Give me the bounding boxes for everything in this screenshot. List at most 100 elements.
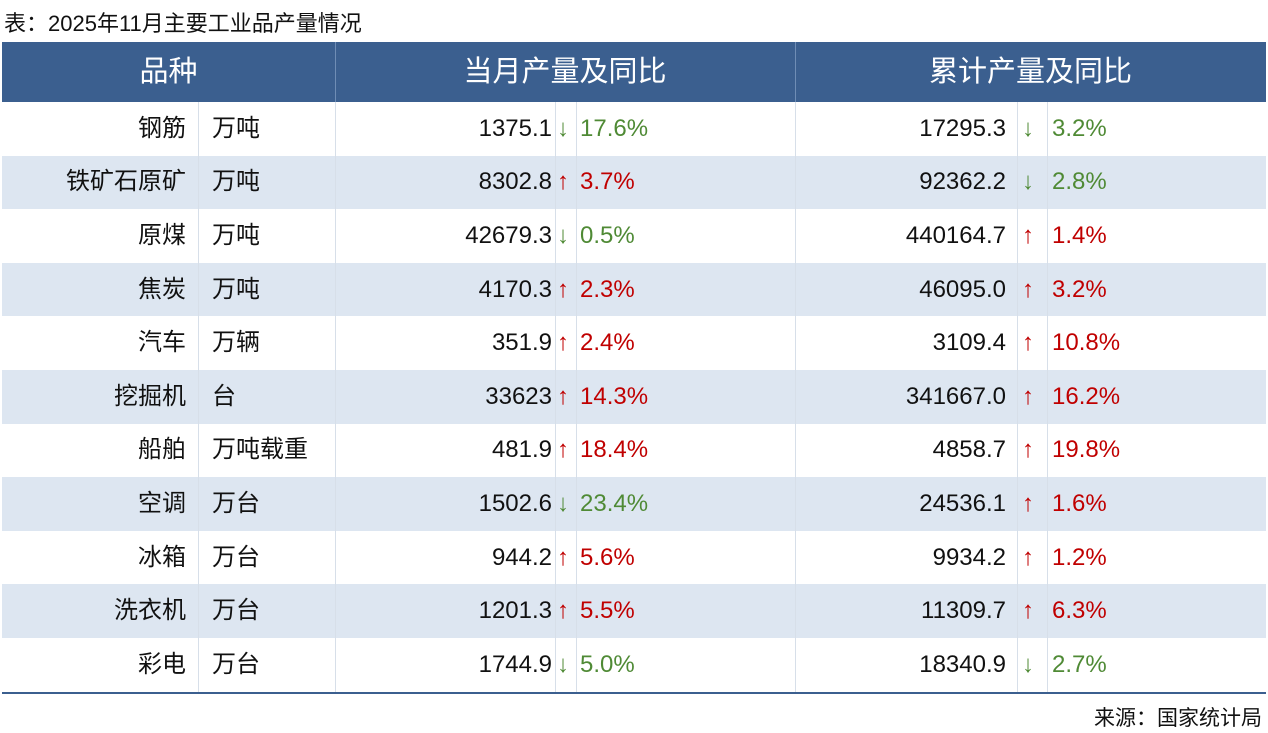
output-value: 11309.7 — [921, 597, 1006, 625]
output-value: 351.9 — [491, 329, 552, 357]
trend-arrow: ↑ — [1022, 597, 1034, 625]
yoy-change: 16.2% — [1052, 382, 1121, 410]
cell-divider — [555, 155, 556, 210]
footer-rule — [2, 691, 1266, 694]
output-value: 18340.9 — [919, 650, 1006, 678]
cell-divider — [795, 638, 796, 692]
trend-arrow: ↑ — [1022, 222, 1034, 249]
cell-divider — [1017, 477, 1018, 531]
trend-arrow: ↑ — [1022, 436, 1034, 464]
item-unit: 万辆 — [212, 329, 260, 357]
cell-divider — [335, 102, 336, 156]
cell-divider — [335, 155, 336, 210]
item-name: 船舶 — [138, 436, 186, 464]
trend-arrow: ↑ — [557, 275, 569, 303]
row-bg — [2, 584, 1266, 638]
yoy-change: 1.6% — [1052, 490, 1107, 517]
yoy-change: 17.6% — [580, 114, 649, 142]
cell-divider — [555, 209, 556, 263]
output-value: 1744.9 — [478, 650, 552, 678]
item-name: 原煤 — [138, 222, 186, 249]
cell-divider — [576, 423, 577, 478]
item-unit: 万吨 — [212, 168, 260, 196]
item-name: 铁矿石原矿 — [66, 168, 186, 196]
yoy-change: 5.5% — [580, 597, 635, 625]
yoy-change: 10.8% — [1052, 329, 1121, 357]
cell-divider — [198, 530, 199, 585]
cell-divider — [1017, 262, 1018, 317]
item-name: 挖掘机 — [114, 382, 186, 410]
table-title: 表：2025年11月主要工业品产量情况 — [4, 11, 362, 36]
trend-arrow: ↑ — [557, 436, 569, 464]
output-value: 1502.6 — [478, 490, 552, 517]
yoy-change: 23.4% — [580, 490, 649, 517]
cell-divider — [1047, 155, 1048, 210]
cell-divider — [198, 477, 199, 531]
yoy-change: 2.4% — [580, 329, 635, 357]
cell-divider — [1017, 638, 1018, 692]
cell-divider — [795, 477, 796, 531]
yoy-change: 3.7% — [580, 168, 635, 196]
item-unit: 万台 — [212, 597, 260, 625]
item-unit: 万吨 — [212, 222, 260, 249]
cell-divider — [1017, 209, 1018, 263]
header-cell: 累计产量及同比 — [928, 56, 1132, 88]
cell-divider — [555, 102, 556, 156]
cell-divider — [335, 423, 336, 478]
cell-divider — [1017, 102, 1018, 156]
trend-arrow: ↑ — [557, 329, 569, 357]
cell-divider — [198, 316, 199, 370]
row-bg — [2, 530, 1266, 585]
output-value: 481.9 — [491, 436, 552, 464]
trend-arrow: ↓ — [557, 222, 569, 249]
row-bg — [2, 423, 1266, 478]
row-bg — [2, 155, 1266, 210]
cell-divider — [555, 423, 556, 478]
cell-divider — [555, 262, 556, 317]
output-value: 8302.8 — [478, 168, 552, 196]
source-note: 来源：国家统计局 — [1094, 707, 1262, 730]
output-value: 1201.3 — [478, 597, 552, 625]
cell-divider — [335, 638, 336, 692]
cell-divider — [335, 530, 336, 585]
cell-divider — [576, 530, 577, 585]
row-bg — [2, 262, 1266, 317]
cell-divider — [555, 530, 556, 585]
item-name: 汽车 — [138, 329, 186, 357]
output-value: 9934.2 — [932, 543, 1006, 571]
header-cell: 品种 — [139, 56, 198, 88]
cell-divider — [335, 584, 336, 638]
item-unit: 台 — [212, 382, 236, 410]
yoy-change: 2.7% — [1052, 650, 1107, 678]
output-value: 17295.3 — [919, 114, 1006, 142]
cell-divider — [795, 155, 796, 210]
item-name: 彩电 — [138, 650, 186, 678]
cell-divider — [555, 477, 556, 531]
cell-divider — [795, 530, 796, 585]
cell-divider — [335, 370, 336, 424]
cell-divider — [576, 316, 577, 370]
cell-divider — [555, 370, 556, 424]
trend-arrow: ↑ — [1022, 543, 1034, 571]
yoy-change: 1.2% — [1052, 543, 1107, 571]
cell-divider — [198, 638, 199, 692]
yoy-change: 5.0% — [580, 650, 635, 678]
yoy-change: 14.3% — [580, 382, 649, 410]
header-cell: 当月产量及同比 — [463, 56, 667, 88]
trend-arrow: ↑ — [1022, 275, 1034, 303]
cell-divider — [1047, 423, 1048, 478]
cell-divider — [1017, 370, 1018, 424]
yoy-change: 19.8% — [1052, 436, 1121, 464]
row-bg — [2, 102, 1266, 156]
cell-divider — [576, 155, 577, 210]
item-unit: 万台 — [212, 543, 260, 571]
cell-divider — [576, 262, 577, 317]
item-unit: 万吨 — [212, 275, 260, 303]
trend-arrow: ↑ — [1022, 490, 1034, 517]
cell-divider — [795, 262, 796, 317]
trend-arrow: ↓ — [557, 490, 569, 517]
cell-divider — [335, 209, 336, 263]
cell-divider — [198, 262, 199, 317]
cell-divider — [335, 316, 336, 370]
